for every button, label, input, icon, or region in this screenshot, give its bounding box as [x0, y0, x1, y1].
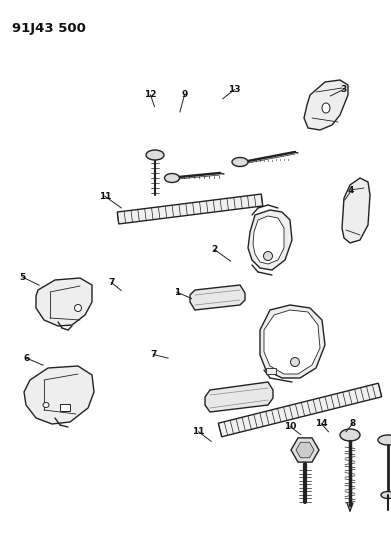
FancyBboxPatch shape [60, 404, 70, 411]
Polygon shape [36, 278, 92, 326]
Text: 1: 1 [174, 288, 180, 296]
Text: 91J43 500: 91J43 500 [12, 22, 86, 35]
Polygon shape [260, 305, 325, 378]
Polygon shape [296, 442, 314, 458]
Text: 9: 9 [181, 91, 188, 99]
Text: 12: 12 [144, 91, 157, 99]
Ellipse shape [165, 174, 179, 182]
Text: 10: 10 [284, 422, 296, 431]
Text: 13: 13 [228, 85, 241, 94]
Polygon shape [190, 285, 245, 310]
Polygon shape [205, 382, 273, 412]
FancyBboxPatch shape [266, 368, 276, 374]
Text: 7: 7 [108, 278, 115, 287]
Text: 11: 11 [192, 427, 205, 436]
Polygon shape [248, 210, 292, 270]
Ellipse shape [146, 150, 164, 160]
Ellipse shape [381, 491, 391, 498]
Text: 2: 2 [211, 245, 217, 254]
Polygon shape [291, 438, 319, 462]
Text: 7: 7 [150, 350, 156, 359]
Ellipse shape [291, 358, 300, 367]
Text: 6: 6 [23, 354, 30, 362]
Text: 8: 8 [350, 419, 356, 428]
Ellipse shape [322, 103, 330, 113]
Ellipse shape [340, 429, 360, 441]
Polygon shape [304, 80, 348, 130]
Text: 14: 14 [315, 419, 328, 428]
Text: 11: 11 [99, 192, 111, 200]
Polygon shape [218, 383, 382, 437]
Ellipse shape [43, 402, 49, 408]
Ellipse shape [264, 252, 273, 261]
Text: 4: 4 [348, 187, 354, 195]
Polygon shape [342, 178, 370, 243]
Ellipse shape [378, 435, 391, 445]
Text: 5: 5 [20, 273, 26, 281]
Ellipse shape [75, 304, 81, 311]
Ellipse shape [232, 157, 248, 166]
Polygon shape [24, 366, 94, 424]
Polygon shape [253, 216, 284, 264]
Polygon shape [117, 194, 263, 224]
Text: 3: 3 [340, 85, 346, 94]
Polygon shape [264, 310, 320, 374]
